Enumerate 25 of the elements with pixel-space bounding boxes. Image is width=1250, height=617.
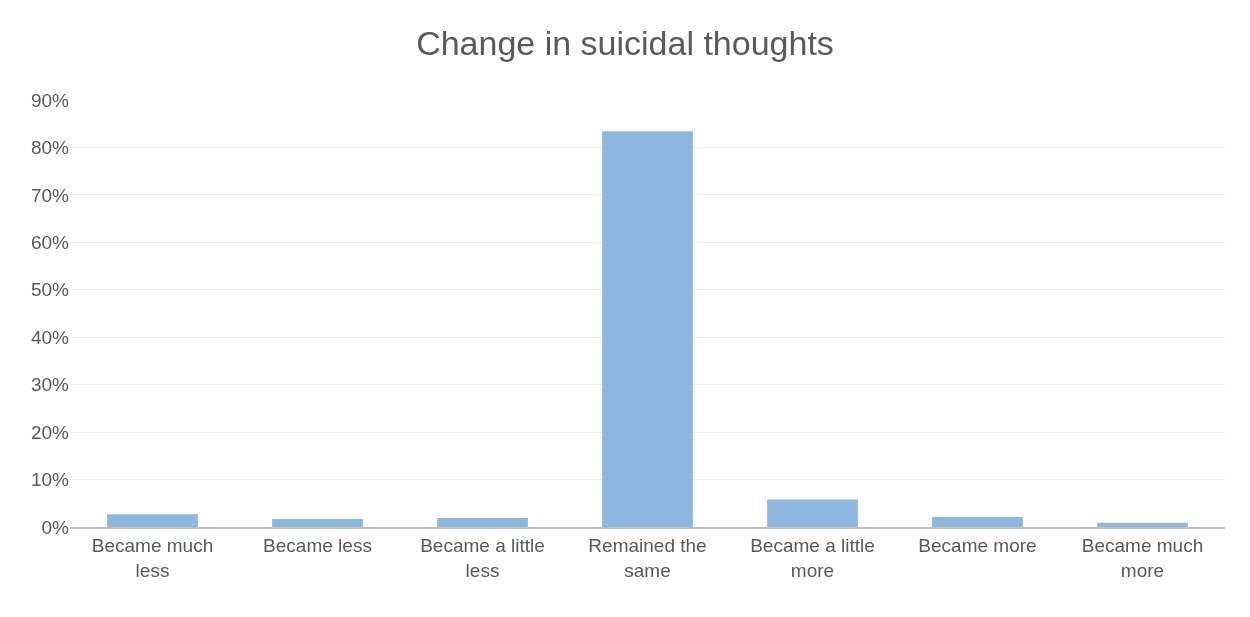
x-tick-label: Became a little less: [420, 534, 545, 581]
y-tick-label: 30%: [30, 374, 70, 396]
y-tick-label: 70%: [30, 184, 70, 206]
bar: [602, 131, 693, 527]
x-tick-label: Became a little more: [750, 534, 875, 581]
x-tick-label: Became much less: [91, 534, 214, 581]
y-tick-label: 40%: [30, 326, 70, 348]
x-tick-label: Became less: [263, 534, 372, 556]
bar: [107, 514, 198, 527]
x-tick-label: Became more: [918, 534, 1037, 556]
y-tick-label: 90%: [30, 89, 70, 111]
y-tick-label: 50%: [30, 279, 70, 301]
x-tick-label: Remained the same: [588, 534, 707, 581]
bar: [1097, 522, 1188, 527]
y-tick-label: 60%: [30, 231, 70, 253]
y-tick-label: 20%: [30, 421, 70, 443]
x-tick-label: Became much more: [1081, 534, 1204, 581]
bar: [767, 499, 858, 527]
y-tick-label: 0%: [41, 516, 70, 538]
bar: [437, 517, 528, 527]
bar: [272, 518, 363, 527]
y-tick-label: 10%: [30, 469, 70, 491]
chart-title: Change in suicidal thoughts: [416, 23, 834, 62]
bar: [932, 517, 1023, 527]
y-tick-label: 80%: [30, 137, 70, 159]
